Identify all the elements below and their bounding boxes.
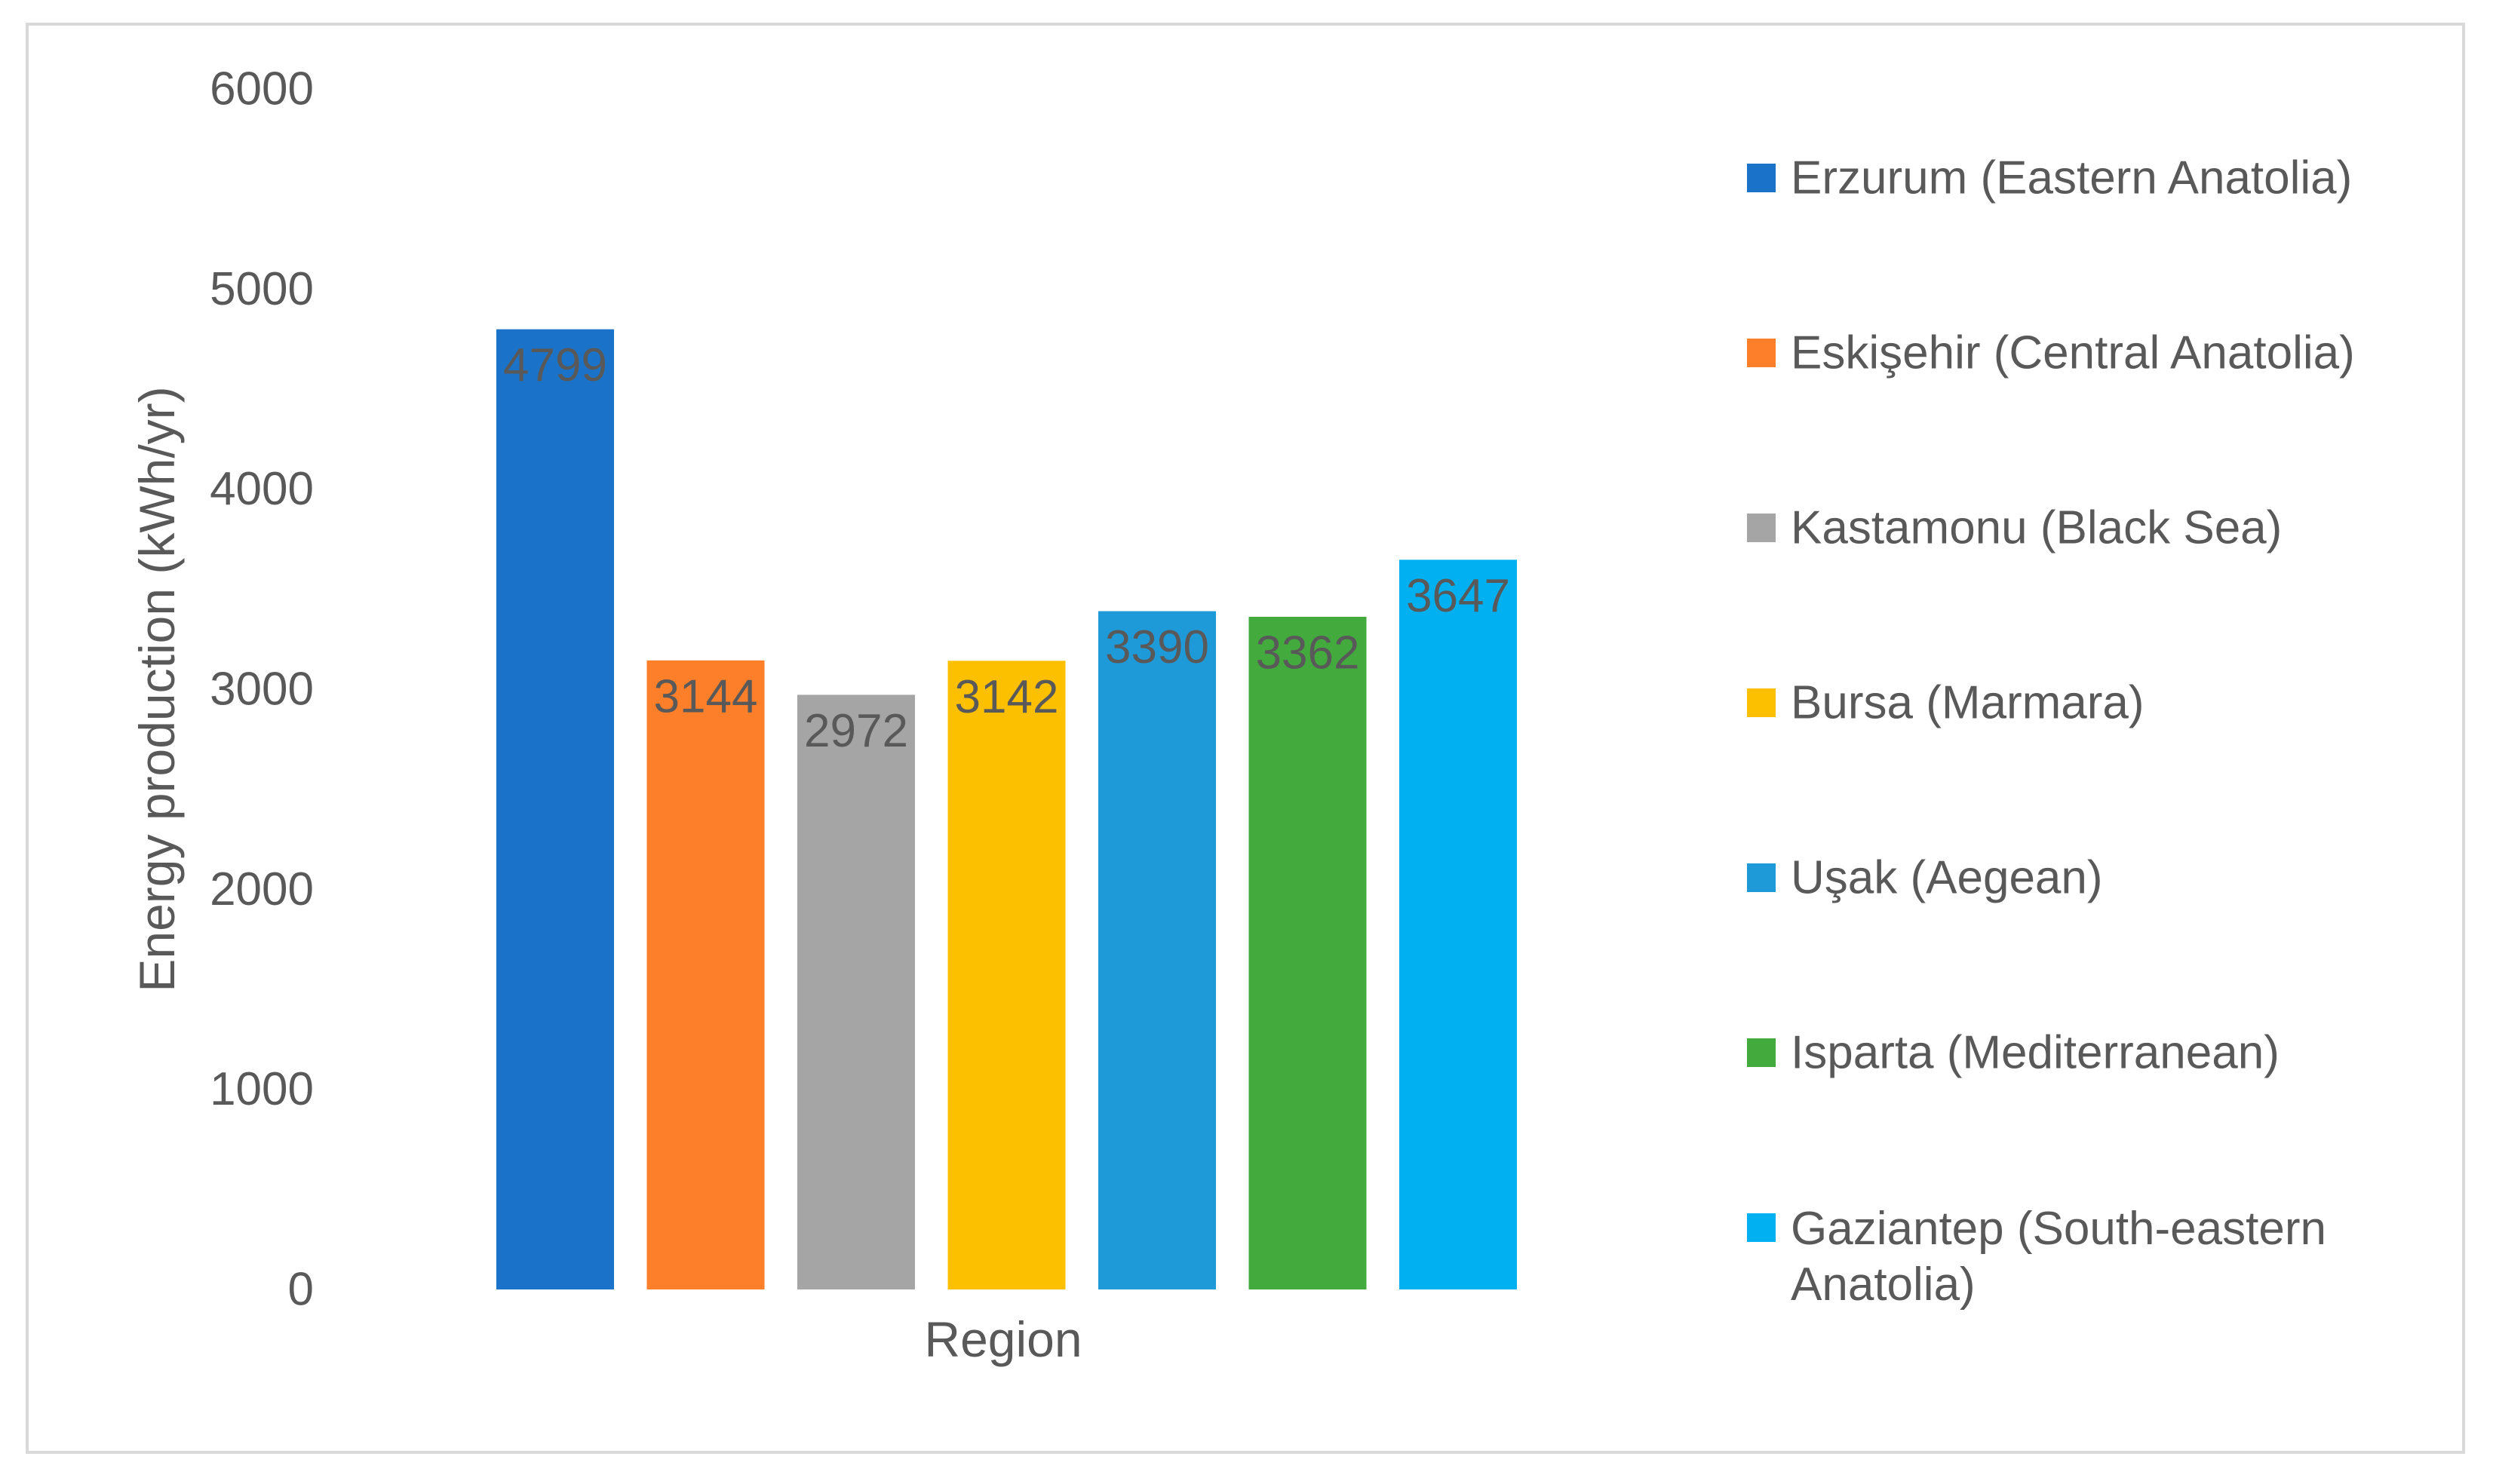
chart-frame (26, 23, 2465, 1454)
legend-swatch (1747, 514, 1776, 542)
legend-label: Eskişehir (Central Anatolia) (1791, 327, 2355, 379)
x-axis-label: Region (924, 1311, 1082, 1367)
bar-value-label: 2972 (804, 705, 908, 757)
y-tick-label: 2000 (210, 863, 314, 915)
legend-swatch (1747, 1038, 1776, 1067)
bar-value-label: 3390 (1105, 621, 1209, 673)
bar (947, 661, 1066, 1289)
legend-label: Erzurum (Eastern Anatolia) (1791, 152, 2352, 204)
y-axis-label: Energy production (kWh/yr) (129, 386, 185, 992)
legend-item: Erzurum (Eastern Anatolia) (1747, 152, 2352, 204)
y-tick-label: 5000 (210, 263, 314, 315)
bar (797, 694, 915, 1289)
y-tick-label: 6000 (210, 63, 314, 115)
bar-value-label: 3362 (1256, 627, 1360, 679)
y-tick-label: 0 (288, 1264, 314, 1316)
legend-label: Uşak (Aegean) (1791, 852, 2103, 904)
bar-value-label: 3647 (1406, 570, 1510, 622)
legend-item: Eskişehir (Central Anatolia) (1747, 327, 2355, 379)
bar-value-label: 3142 (955, 671, 1059, 723)
bar-value-label: 4799 (503, 339, 607, 391)
legend-label: Isparta (Mediterranean) (1791, 1027, 2280, 1079)
legend-item: Kastamonu (Black Sea) (1747, 502, 2282, 554)
bar-value-label: 3144 (654, 670, 758, 722)
bars (496, 329, 1517, 1290)
legend-label: Bursa (Marmara) (1791, 677, 2145, 729)
legend-swatch (1747, 1213, 1776, 1242)
bar (496, 329, 614, 1290)
legend-item: Gaziantep (South-eastern Anatolia) (1747, 1203, 2326, 1311)
y-tick-label: 4000 (210, 463, 314, 515)
legend-swatch (1747, 688, 1776, 717)
y-axis-ticks: 0 1000 2000 3000 4000 5000 6000 (210, 63, 314, 1316)
legend-label: Kastamonu (Black Sea) (1791, 502, 2282, 554)
y-tick-label: 3000 (210, 664, 314, 716)
legend-swatch (1747, 863, 1776, 892)
legend-swatch (1747, 339, 1776, 367)
legend-label: Gaziantep (South-eastern Anatolia) (1791, 1203, 2326, 1311)
bar (1248, 616, 1367, 1289)
legend-item: Isparta (Mediterranean) (1747, 1027, 2280, 1079)
bar (1098, 611, 1216, 1289)
legend: Erzurum (Eastern Anatolia) Eskişehir (Cen… (1747, 152, 2355, 1311)
y-tick-label: 1000 (210, 1063, 314, 1115)
bar (646, 660, 765, 1289)
bar (1399, 560, 1517, 1289)
legend-item: Uşak (Aegean) (1747, 852, 2103, 904)
legend-swatch (1747, 164, 1776, 192)
legend-item: Bursa (Marmara) (1747, 677, 2145, 729)
bar-value-labels: 4799 3144 2972 3142 3390 3362 3647 (503, 339, 1510, 757)
